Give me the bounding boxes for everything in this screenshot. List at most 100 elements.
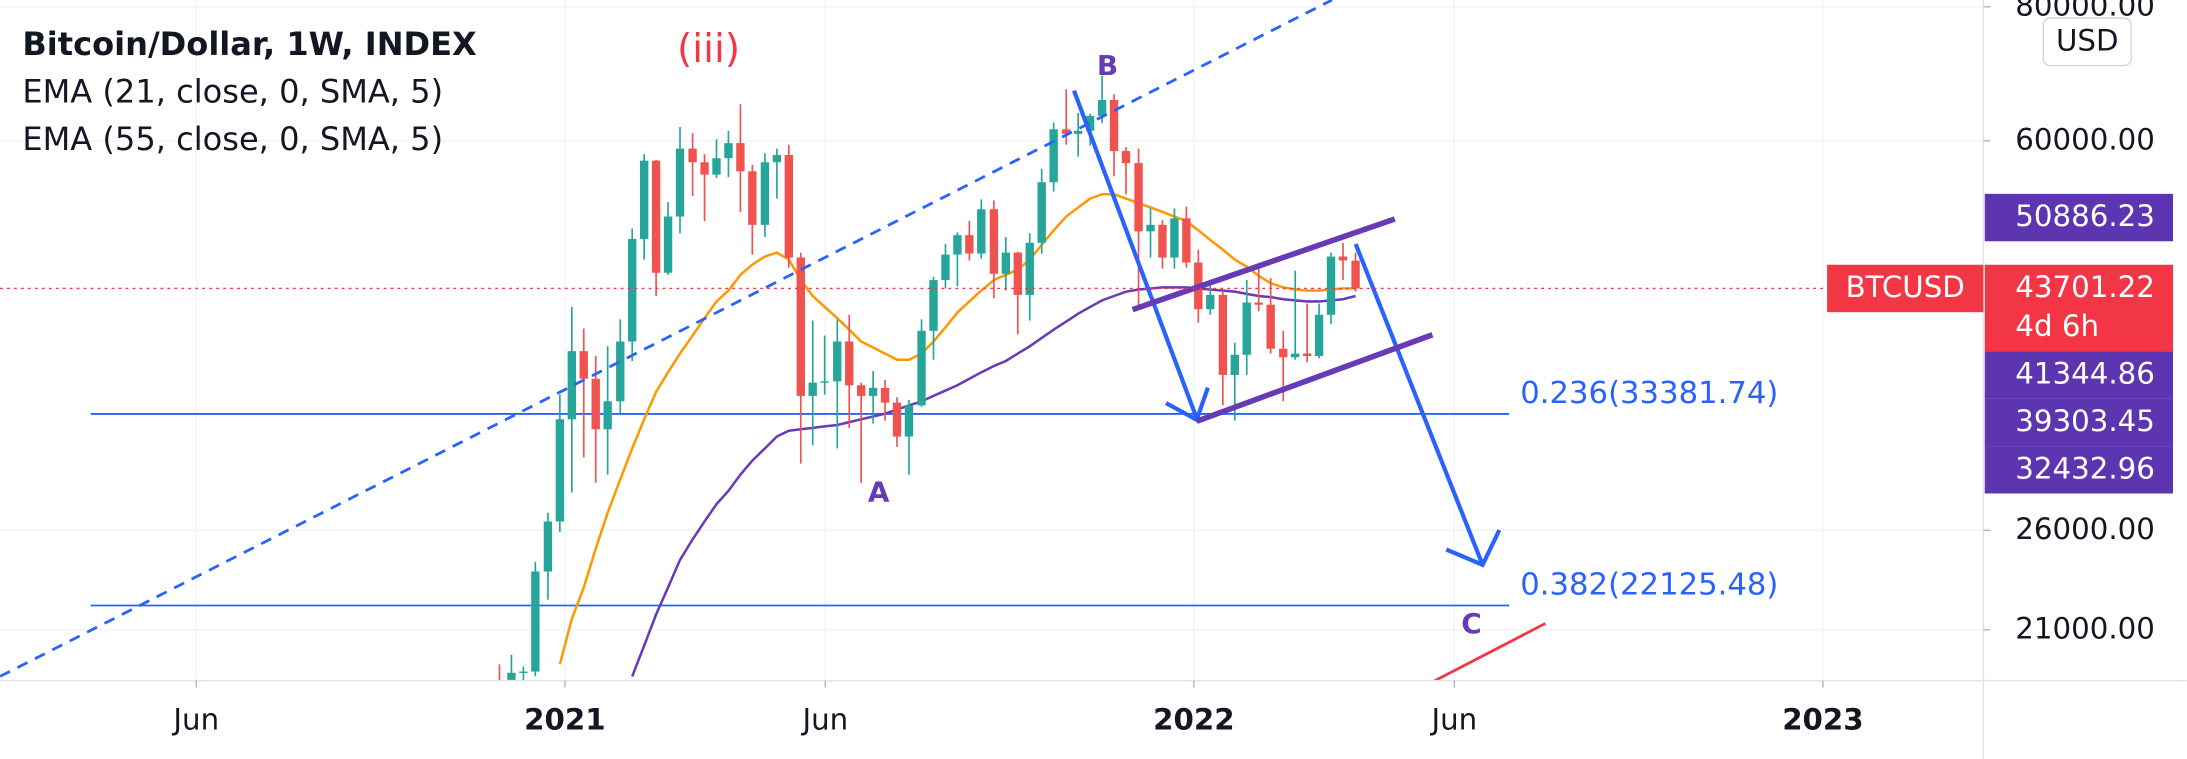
price-tag bbox=[1984, 193, 2174, 242]
candle-body bbox=[1338, 256, 1348, 261]
candle-body bbox=[1218, 294, 1228, 375]
price-tags: 50886.23 BTCUSD 43701.22 4d 6h 41344.86 39303… bbox=[1827, 193, 2174, 494]
price-tag bbox=[1984, 351, 2174, 399]
candle-body bbox=[1242, 302, 1251, 355]
y-tick-label: 60000.00 bbox=[2015, 122, 2155, 156]
x-tick-label: Jun bbox=[800, 703, 848, 737]
candle-body bbox=[1326, 256, 1336, 315]
symbol-tag bbox=[1827, 264, 1984, 313]
arrow-head bbox=[1445, 529, 1502, 568]
legend: Bitcoin/Dollar, 1W, INDEX EMA (21, close… bbox=[22, 25, 477, 158]
candle-body bbox=[616, 341, 625, 402]
chart-title: Bitcoin/Dollar, 1W, INDEX bbox=[22, 25, 477, 63]
candle-body bbox=[965, 235, 974, 254]
price-tag-label: 43701.22 bbox=[2015, 270, 2155, 304]
price-tag-label: 39303.45 bbox=[2015, 404, 2155, 438]
wave-label: (iii) bbox=[677, 27, 740, 72]
candle-body bbox=[941, 254, 950, 281]
candle-body bbox=[856, 385, 866, 396]
candle-body bbox=[1073, 130, 1083, 134]
candle-body bbox=[772, 155, 782, 163]
fib-label: 0.236(33381.74) bbox=[1520, 376, 1778, 411]
x-tick-label: 2022 bbox=[1153, 703, 1234, 737]
candle-body bbox=[820, 381, 829, 383]
price-tag bbox=[1984, 446, 2174, 494]
currency-button[interactable]: USD bbox=[2042, 17, 2132, 67]
candle-body bbox=[880, 387, 890, 403]
candle-body bbox=[833, 341, 842, 382]
candle-body bbox=[712, 158, 721, 175]
candle-body bbox=[1097, 99, 1107, 116]
candle-body bbox=[917, 330, 926, 406]
candle-body bbox=[1037, 182, 1046, 243]
candle-body bbox=[1013, 252, 1022, 295]
candle-body bbox=[1062, 129, 1071, 134]
candle-body bbox=[868, 387, 878, 396]
candle-body bbox=[675, 148, 685, 217]
candle-body bbox=[519, 671, 528, 673]
wave-label: B bbox=[1097, 49, 1118, 82]
wave-label: C bbox=[1461, 607, 1481, 640]
legend-entry: EMA (55, close, 0, SMA, 5) bbox=[22, 120, 443, 158]
candle-body bbox=[1025, 242, 1034, 295]
trend-line bbox=[0, 0, 1333, 678]
candle-body bbox=[929, 280, 938, 331]
candle-body bbox=[700, 162, 709, 175]
candle-body bbox=[796, 257, 805, 396]
candle-body bbox=[1085, 115, 1095, 131]
candle-body bbox=[591, 378, 600, 430]
x-tick-label: Jun bbox=[1429, 703, 1477, 737]
candle-body bbox=[1121, 151, 1131, 164]
candle-body bbox=[892, 402, 902, 437]
candle-body bbox=[808, 382, 817, 396]
channel-line bbox=[1131, 216, 1396, 313]
time-axis-bg bbox=[0, 680, 1984, 759]
candle-body bbox=[989, 209, 999, 274]
candle-body bbox=[1146, 224, 1155, 232]
candle-body bbox=[688, 148, 697, 163]
candle-body bbox=[543, 521, 553, 572]
candle-body bbox=[1170, 218, 1179, 258]
candle-body bbox=[1109, 99, 1119, 152]
legend-entry: EMA (21, close, 0, SMA, 5) bbox=[22, 72, 443, 110]
candle-body bbox=[567, 351, 577, 420]
candle-body bbox=[1230, 354, 1239, 375]
candle-body bbox=[904, 405, 914, 437]
price-tag-label: 41344.86 bbox=[2015, 356, 2155, 390]
candle-body bbox=[1266, 304, 1275, 349]
grid bbox=[0, 0, 1984, 681]
candle-body bbox=[1302, 353, 1312, 357]
candle-body bbox=[977, 209, 986, 254]
candle-body bbox=[531, 571, 540, 672]
candle-body bbox=[1158, 224, 1167, 258]
candle-body bbox=[1351, 260, 1360, 289]
candle-body bbox=[748, 171, 757, 225]
currency-label[interactable]: USD bbox=[2056, 23, 2119, 57]
price-tag bbox=[1984, 398, 2174, 447]
candle-body bbox=[555, 419, 565, 522]
plot-area bbox=[90, 75, 1510, 681]
ema-line bbox=[631, 286, 1356, 677]
candle-body bbox=[1291, 353, 1300, 358]
candle-body bbox=[663, 216, 673, 273]
candle-body bbox=[736, 143, 745, 172]
price-tag-label: 50886.23 bbox=[2015, 199, 2155, 233]
wave-label: A bbox=[868, 476, 890, 509]
candle-body bbox=[579, 351, 588, 379]
y-tick-label: 26000.00 bbox=[2015, 512, 2155, 546]
candle-body bbox=[784, 155, 794, 258]
y-tick-label: 21000.00 bbox=[2015, 611, 2155, 645]
symbol-label: BTCUSD bbox=[1846, 270, 1965, 304]
channel-line bbox=[1195, 332, 1434, 424]
x-tick-label: 2021 bbox=[524, 703, 605, 737]
candle-body bbox=[651, 160, 661, 273]
x-tick-label: 2023 bbox=[1782, 703, 1863, 737]
candle-body bbox=[1182, 218, 1191, 263]
candle-body bbox=[953, 235, 962, 255]
currency-box[interactable] bbox=[2042, 17, 2132, 67]
ema-line bbox=[558, 192, 1356, 665]
projection-line bbox=[1431, 622, 1547, 681]
candle-body bbox=[603, 401, 612, 430]
